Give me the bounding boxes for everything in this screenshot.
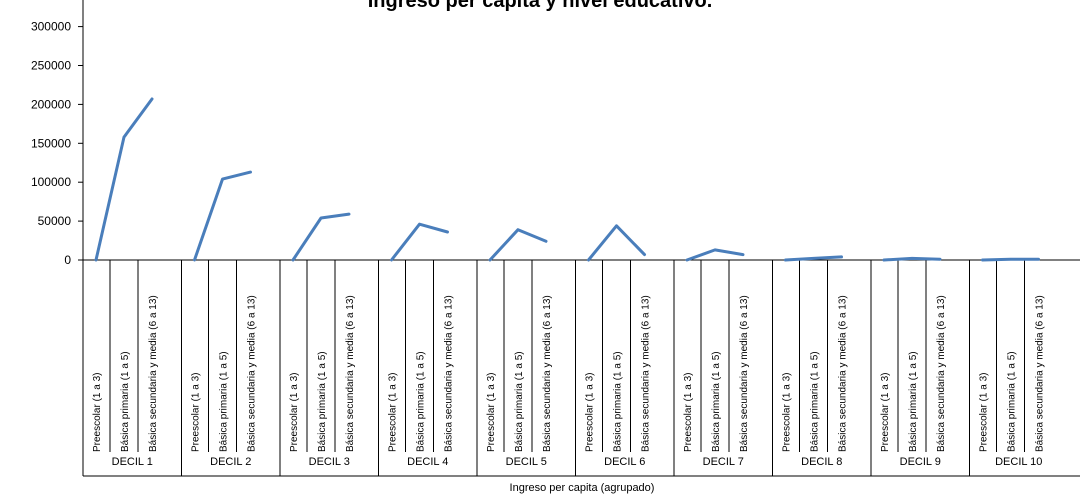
category-tick-label: Básica primaria (1 a 5) xyxy=(219,351,230,452)
data-point xyxy=(517,229,519,231)
category-tick-label: Preescolar (1 a 3) xyxy=(979,373,990,452)
y-tick-label: 250000 xyxy=(31,59,71,73)
data-point xyxy=(489,259,491,261)
category-tick-label: Básica primaria (1 a 5) xyxy=(613,351,624,452)
data-point xyxy=(841,256,842,258)
category-tick-label: Básica primaria (1 a 5) xyxy=(317,351,328,452)
data-point xyxy=(686,259,688,261)
category-tick-label: Básica secundaria y media (6 a 13) xyxy=(542,295,553,452)
data-point xyxy=(982,259,983,261)
y-tick-label: 100000 xyxy=(31,175,71,189)
data-point xyxy=(348,213,350,215)
category-tick-label: Básica primaria (1 a 5) xyxy=(711,351,722,452)
group-label: DECIL 5 xyxy=(506,456,547,468)
series-line-segment xyxy=(291,212,351,262)
data-point xyxy=(883,259,885,261)
data-point xyxy=(911,257,913,259)
data-point xyxy=(545,240,547,242)
category-tick-label: Básica secundaria y media (6 a 13) xyxy=(739,295,750,452)
category-tick-label: Básica secundaria y media (6 a 13) xyxy=(247,295,258,452)
y-tick-label: 50000 xyxy=(38,214,72,228)
group-label: DECIL 10 xyxy=(995,456,1042,468)
category-tick-label: Preescolar (1 a 3) xyxy=(782,373,793,452)
series-line-segment xyxy=(685,248,745,262)
data-point xyxy=(616,225,617,227)
series-line-segment xyxy=(587,224,646,262)
data-point xyxy=(320,217,322,219)
data-point xyxy=(194,259,195,261)
y-tick-label: 200000 xyxy=(31,97,71,111)
data-point xyxy=(391,259,392,261)
data-point xyxy=(742,254,744,256)
y-tick-label: 0 xyxy=(64,253,71,267)
series-layer xyxy=(94,97,1040,262)
data-point xyxy=(1010,258,1011,260)
group-label: DECIL 2 xyxy=(210,456,251,468)
series-line-segment xyxy=(94,97,154,262)
category-tick-label: Básica primaria (1 a 5) xyxy=(810,351,821,452)
group-label: DECIL 8 xyxy=(801,456,842,468)
category-tick-label: Preescolar (1 a 3) xyxy=(683,373,694,452)
data-point xyxy=(785,259,786,261)
data-point xyxy=(292,259,294,261)
series-line-segment xyxy=(193,170,252,262)
category-tick-label: Básica primaria (1 a 5) xyxy=(908,351,919,452)
group-label: DECIL 4 xyxy=(407,456,448,468)
category-tick-label: Básica secundaria y media (6 a 13) xyxy=(641,295,652,452)
category-tick-label: Básica secundaria y media (6 a 13) xyxy=(345,295,356,452)
category-tick-label: Básica primaria (1 a 5) xyxy=(416,351,427,452)
data-point xyxy=(644,254,645,256)
data-point xyxy=(588,259,589,261)
data-point xyxy=(419,223,420,225)
category-tick-label: Preescolar (1 a 3) xyxy=(880,373,891,452)
y-axis: 0 50000 100000 150000 200000 250000 300000 xyxy=(31,0,84,476)
data-point xyxy=(123,136,125,138)
category-tick-label: Preescolar (1 a 3) xyxy=(289,373,300,452)
x-axis: DECIL 1 Preescolar (1 a 3) Básica primaria… xyxy=(82,259,1080,477)
category-tick-label: Básica secundaria y media (6 a 13) xyxy=(936,295,947,452)
y-tick-label: 150000 xyxy=(31,136,71,150)
category-tick-label: Básica primaria (1 a 5) xyxy=(514,351,525,452)
category-tick-label: Preescolar (1 a 3) xyxy=(92,373,103,452)
category-tick-label: Preescolar (1 a 3) xyxy=(388,373,399,452)
data-point xyxy=(222,178,223,180)
category-tick-label: Básica secundaria y media (6 a 13) xyxy=(148,295,159,452)
chart-title: Ingreso per capita y nivel educativo. xyxy=(367,0,713,12)
category-tick-label: Preescolar (1 a 3) xyxy=(585,373,596,452)
category-tick-label: Básica primaria (1 a 5) xyxy=(1007,351,1018,452)
data-point xyxy=(95,259,97,261)
category-tick-label: Preescolar (1 a 3) xyxy=(191,373,202,452)
data-point xyxy=(813,257,814,259)
category-tick-label: Básica secundaria y media (6 a 13) xyxy=(444,295,455,452)
series-line-segment xyxy=(390,222,449,262)
data-point xyxy=(939,258,941,260)
y-tick-label: 300000 xyxy=(31,20,71,34)
data-point xyxy=(151,98,153,100)
category-tick-label: Preescolar (1 a 3) xyxy=(486,373,497,452)
data-point xyxy=(250,171,251,173)
group-label: DECIL 7 xyxy=(703,456,744,468)
x-axis-label: Ingreso per capita (agrupado) xyxy=(510,482,655,494)
group-label: DECIL 1 xyxy=(112,456,153,468)
data-point xyxy=(447,231,448,233)
series-line-segment xyxy=(488,228,548,262)
category-tick-label: Básica secundaria y media (6 a 13) xyxy=(1035,295,1046,452)
group-label: DECIL 3 xyxy=(309,456,350,468)
group-label: DECIL 9 xyxy=(900,456,941,468)
category-tick-label: Básica primaria (1 a 5) xyxy=(120,351,131,452)
data-point xyxy=(1038,258,1039,260)
data-point xyxy=(714,249,716,251)
group-label: DECIL 6 xyxy=(604,456,645,468)
category-tick-label: Básica secundaria y media (6 a 13) xyxy=(838,295,849,452)
